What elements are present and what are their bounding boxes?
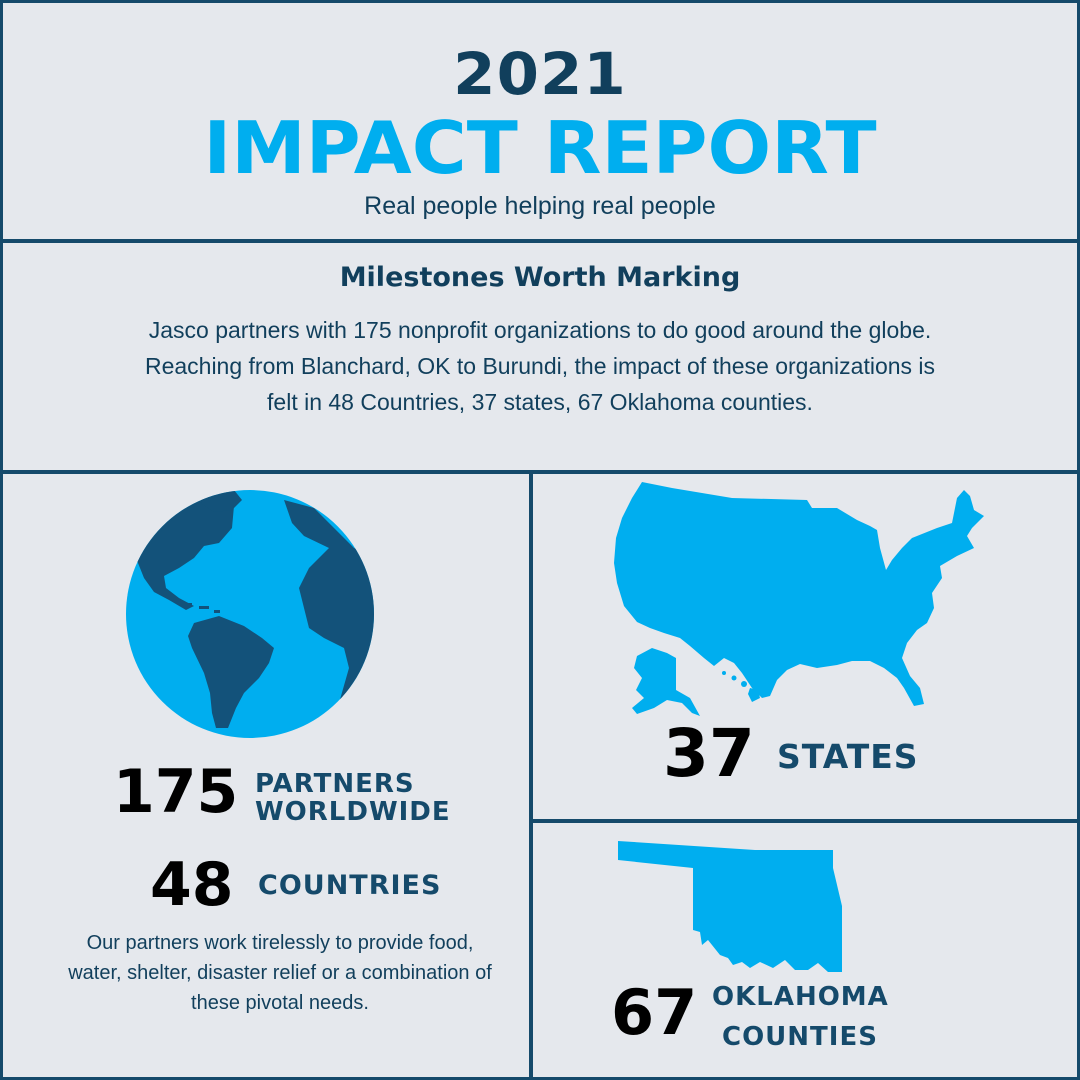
divider-vertical [529, 470, 533, 1080]
header-section: 2021 IMPACT REPORT Real people helping r… [0, 0, 1080, 240]
divider-header [0, 239, 1080, 243]
report-year: 2021 [453, 40, 627, 108]
divider-milestones [0, 470, 1080, 474]
tagline: Real people helping real people [364, 192, 716, 220]
report-title: IMPACT REPORT [203, 106, 877, 190]
divider-right [529, 819, 1080, 823]
